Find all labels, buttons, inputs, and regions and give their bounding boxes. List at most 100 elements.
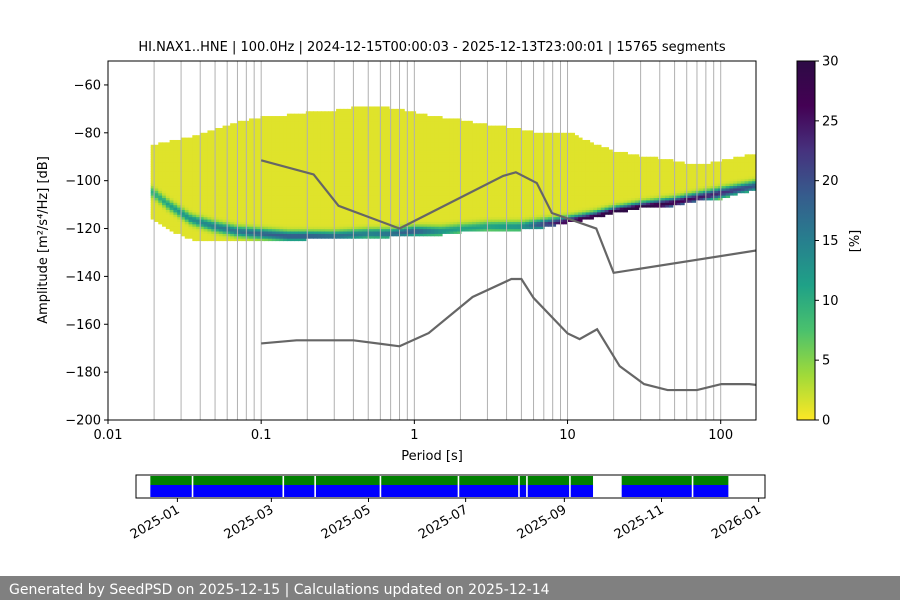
density-cell bbox=[154, 211, 159, 215]
density-cell bbox=[233, 238, 239, 242]
density-cell bbox=[260, 120, 265, 124]
density-cell bbox=[199, 218, 205, 222]
density-cell bbox=[362, 187, 367, 191]
density-cell bbox=[267, 204, 273, 208]
density-cell bbox=[389, 206, 394, 210]
density-cell bbox=[498, 130, 504, 134]
density-cell bbox=[283, 135, 288, 139]
density-cell bbox=[165, 175, 171, 179]
density-cell bbox=[336, 192, 341, 196]
density-cell bbox=[177, 197, 182, 201]
density-cell bbox=[540, 149, 545, 153]
density-cell bbox=[362, 144, 367, 148]
density-cell bbox=[373, 128, 379, 131]
density-cell bbox=[249, 180, 254, 184]
density-cell bbox=[339, 108, 345, 112]
density-cell bbox=[354, 156, 360, 160]
density-cell bbox=[358, 135, 364, 139]
density-cell bbox=[339, 128, 345, 131]
density-cell bbox=[222, 192, 227, 196]
density-cell bbox=[442, 202, 447, 206]
density-cell bbox=[392, 132, 398, 136]
density-cell bbox=[491, 180, 496, 184]
density-cell bbox=[199, 197, 205, 201]
density-cell bbox=[233, 156, 239, 160]
density-cell bbox=[324, 168, 330, 172]
density-cell bbox=[169, 195, 174, 199]
density-cell bbox=[370, 120, 375, 124]
density-cell bbox=[180, 206, 186, 210]
density-cell bbox=[162, 204, 167, 208]
density-cell bbox=[283, 185, 288, 189]
density-cell bbox=[517, 156, 523, 160]
density-cell bbox=[320, 235, 326, 239]
density-cell bbox=[279, 228, 284, 232]
density-cell bbox=[358, 151, 364, 155]
density-cell bbox=[192, 161, 197, 165]
density-cell bbox=[226, 168, 231, 172]
density-cell bbox=[241, 223, 246, 227]
density-cell bbox=[389, 118, 394, 122]
density-cell bbox=[385, 202, 390, 206]
density-cell bbox=[392, 175, 398, 179]
density-cell bbox=[165, 206, 171, 210]
density-cell bbox=[241, 168, 246, 172]
density-cell bbox=[487, 216, 492, 220]
density-cell bbox=[173, 197, 178, 201]
density-cell bbox=[358, 106, 364, 110]
density-cell bbox=[222, 151, 227, 155]
density-cell bbox=[487, 228, 492, 232]
density-cell bbox=[237, 230, 243, 234]
density-cell bbox=[343, 211, 349, 215]
density-cell bbox=[267, 149, 273, 153]
density-cell bbox=[196, 142, 201, 146]
density-cell bbox=[196, 235, 201, 239]
density-cell bbox=[233, 166, 239, 170]
density-cell bbox=[339, 221, 345, 225]
density-cell bbox=[445, 130, 451, 134]
density-cell bbox=[487, 204, 492, 208]
density-cell bbox=[252, 171, 258, 175]
density-cell bbox=[290, 206, 296, 210]
density-cell bbox=[241, 163, 246, 167]
density-cell bbox=[162, 161, 167, 165]
density-cell bbox=[245, 180, 250, 184]
density-cell bbox=[241, 166, 246, 170]
density-cell bbox=[513, 154, 519, 158]
density-cell bbox=[460, 123, 466, 127]
density-cell bbox=[442, 178, 447, 182]
density-cell bbox=[453, 206, 458, 210]
density-cell bbox=[305, 183, 311, 187]
density-cell bbox=[354, 185, 360, 189]
density-cell bbox=[302, 142, 307, 146]
density-cell bbox=[245, 197, 250, 201]
density-cell bbox=[162, 166, 167, 170]
density-cell bbox=[510, 147, 515, 151]
density-cell bbox=[460, 221, 466, 225]
density-cell bbox=[294, 159, 299, 163]
density-cell bbox=[188, 142, 193, 146]
density-cell bbox=[260, 221, 265, 225]
density-cell bbox=[169, 166, 174, 170]
density-cell bbox=[381, 209, 386, 213]
density-cell bbox=[442, 171, 447, 175]
density-cell bbox=[438, 144, 443, 148]
density-cell bbox=[218, 204, 224, 208]
density-cell bbox=[313, 173, 318, 177]
density-cell bbox=[540, 151, 545, 155]
density-cell bbox=[260, 204, 265, 208]
density-cell bbox=[241, 120, 246, 124]
density-cell bbox=[517, 183, 523, 187]
density-cell bbox=[305, 228, 311, 232]
density-cell bbox=[370, 123, 375, 127]
density-cell bbox=[358, 113, 364, 117]
density-cell bbox=[392, 214, 398, 218]
density-cell bbox=[502, 130, 507, 134]
density-cell bbox=[487, 130, 492, 134]
density-cell bbox=[154, 163, 159, 167]
density-cell bbox=[290, 116, 296, 120]
density-cell bbox=[487, 168, 492, 172]
density-cell bbox=[192, 238, 197, 242]
density-cell bbox=[476, 147, 481, 151]
density-cell bbox=[237, 202, 243, 206]
